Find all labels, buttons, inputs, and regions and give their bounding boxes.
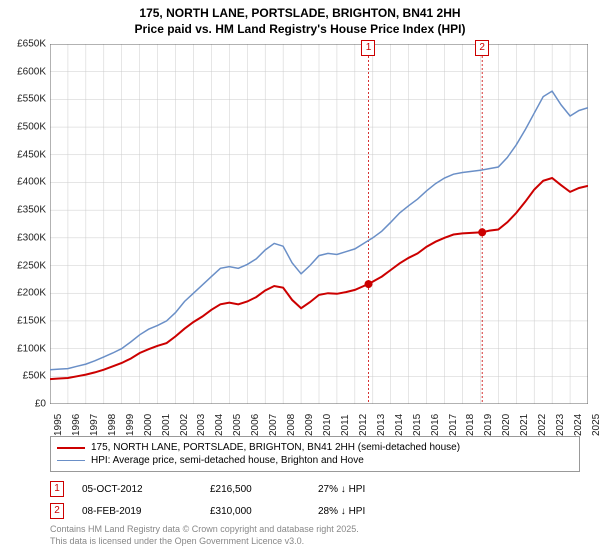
sale-marker-1: 1	[361, 40, 375, 56]
sales-table: 1 05-OCT-2012 £216,500 27% ↓ HPI 2 08-FEB-201…	[50, 478, 580, 522]
legend-label: HPI: Average price, semi-detached house,…	[91, 455, 364, 466]
sale-price: £216,500	[210, 484, 300, 495]
sale-row: 2 08-FEB-2019 £310,000 28% ↓ HPI	[50, 500, 580, 522]
x-tick-label: 2021	[519, 414, 530, 436]
x-tick-label: 2001	[161, 414, 172, 436]
sale-row: 1 05-OCT-2012 £216,500 27% ↓ HPI	[50, 478, 580, 500]
y-tick-label: £350K	[17, 205, 46, 216]
y-tick-label: £300K	[17, 232, 46, 243]
x-tick-label: 2008	[286, 414, 297, 436]
sale-row-marker: 2	[50, 503, 64, 519]
x-tick-label: 2005	[232, 414, 243, 436]
x-tick-label: 2024	[573, 414, 584, 436]
x-tick-label: 2010	[322, 414, 333, 436]
legend-swatch	[57, 460, 85, 462]
x-tick-label: 1996	[71, 414, 82, 436]
x-tick-label: 2017	[448, 414, 459, 436]
title-line-2: Price paid vs. HM Land Registry's House …	[0, 22, 600, 38]
x-tick-label: 2006	[250, 414, 261, 436]
x-tick-label: 1998	[107, 414, 118, 436]
x-tick-label: 2007	[268, 414, 279, 436]
x-tick-label: 2014	[394, 414, 405, 436]
x-tick-label: 2023	[555, 414, 566, 436]
x-tick-label: 2011	[340, 414, 351, 436]
y-tick-label: £450K	[17, 149, 46, 160]
x-tick-label: 1999	[125, 414, 136, 436]
x-tick-label: 1997	[89, 414, 100, 436]
y-tick-label: £550K	[17, 94, 46, 105]
legend-label: 175, NORTH LANE, PORTSLADE, BRIGHTON, BN…	[91, 442, 460, 453]
chart-title: 175, NORTH LANE, PORTSLADE, BRIGHTON, BN…	[0, 0, 600, 37]
y-tick-label: £500K	[17, 122, 46, 133]
footer-line-2: This data is licensed under the Open Gov…	[50, 536, 359, 548]
legend-item: 175, NORTH LANE, PORTSLADE, BRIGHTON, BN…	[57, 441, 573, 454]
y-tick-label: £150K	[17, 315, 46, 326]
x-tick-label: 2009	[304, 414, 315, 436]
sale-price: £310,000	[210, 506, 300, 517]
x-tick-label: 2000	[143, 414, 154, 436]
x-tick-label: 2004	[214, 414, 225, 436]
x-tick-label: 2018	[465, 414, 476, 436]
x-tick-label: 2002	[179, 414, 190, 436]
sale-date: 05-OCT-2012	[82, 484, 192, 495]
sale-row-marker: 1	[50, 481, 64, 497]
x-tick-label: 1995	[53, 414, 64, 436]
legend-item: HPI: Average price, semi-detached house,…	[57, 454, 573, 467]
y-tick-label: £650K	[17, 39, 46, 50]
y-tick-label: £600K	[17, 66, 46, 77]
x-tick-label: 2016	[430, 414, 441, 436]
legend-swatch	[57, 447, 85, 449]
x-tick-label: 2019	[483, 414, 494, 436]
sale-delta: 28% ↓ HPI	[318, 506, 438, 517]
title-line-1: 175, NORTH LANE, PORTSLADE, BRIGHTON, BN…	[0, 6, 600, 22]
y-tick-label: £200K	[17, 288, 46, 299]
footer-line-1: Contains HM Land Registry data © Crown c…	[50, 524, 359, 536]
y-tick-label: £0	[35, 399, 46, 410]
x-tick-label: 2025	[591, 414, 600, 436]
plot-svg	[50, 44, 588, 404]
x-tick-label: 2013	[376, 414, 387, 436]
legend-box: 175, NORTH LANE, PORTSLADE, BRIGHTON, BN…	[50, 436, 580, 472]
y-tick-label: £250K	[17, 260, 46, 271]
chart-container: 175, NORTH LANE, PORTSLADE, BRIGHTON, BN…	[0, 0, 600, 560]
y-tick-label: £100K	[17, 343, 46, 354]
y-tick-label: £50K	[23, 371, 46, 382]
x-tick-label: 2015	[412, 414, 423, 436]
x-tick-label: 2022	[537, 414, 548, 436]
sale-date: 08-FEB-2019	[82, 506, 192, 517]
chart-area: £0£50K£100K£150K£200K£250K£300K£350K£400…	[50, 44, 588, 404]
sale-delta: 27% ↓ HPI	[318, 484, 438, 495]
sale-marker-2: 2	[475, 40, 489, 56]
y-tick-label: £400K	[17, 177, 46, 188]
x-tick-label: 2012	[358, 414, 369, 436]
footer-attribution: Contains HM Land Registry data © Crown c…	[50, 524, 359, 547]
x-tick-label: 2020	[501, 414, 512, 436]
x-tick-label: 2003	[196, 414, 207, 436]
